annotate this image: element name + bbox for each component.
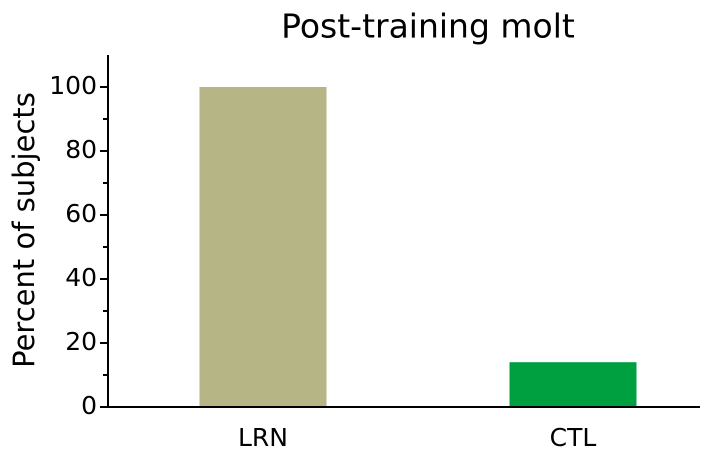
y-axis-label: Percent of subjects [7, 92, 41, 368]
x-tick-label: CTL [550, 423, 597, 452]
y-tick-label: 40 [65, 263, 97, 292]
bar [509, 362, 637, 407]
y-tick-label: 0 [81, 391, 97, 420]
y-tick-label: 60 [65, 199, 97, 228]
x-tick-label: LRN [238, 423, 288, 452]
y-tick-label: 80 [65, 135, 97, 164]
y-tick-label: 100 [49, 71, 97, 100]
bar [199, 87, 327, 407]
y-tick-label: 20 [65, 327, 97, 356]
chart-title: Post-training molt [281, 7, 575, 46]
